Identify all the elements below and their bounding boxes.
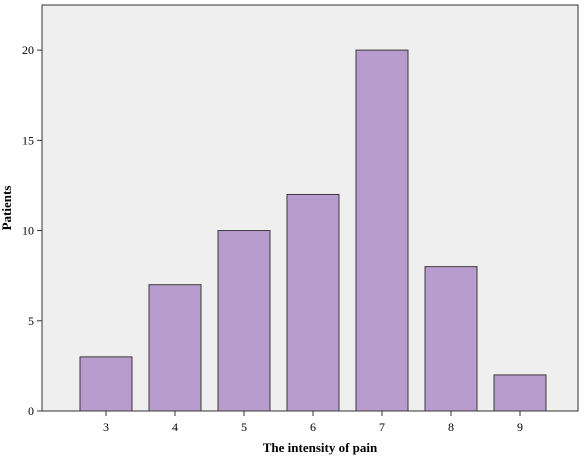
- y-axis-ticks: 0 5 10 15 20: [22, 43, 42, 418]
- bar-3: [79, 356, 133, 412]
- x-tick-label: 8: [448, 420, 454, 434]
- bar-8: [424, 266, 478, 412]
- bar-7: [355, 49, 409, 412]
- x-tick-label: 4: [172, 420, 178, 434]
- x-tick-label: 7: [379, 420, 385, 434]
- bar-4: [148, 284, 202, 412]
- y-tick-label: 20: [22, 43, 34, 57]
- x-tick-label: 9: [517, 420, 523, 434]
- y-tick-label: 5: [28, 314, 34, 328]
- bar-9: [493, 374, 547, 412]
- x-tick-label: 6: [310, 420, 316, 434]
- bar-5: [217, 230, 271, 412]
- x-tick-label: 3: [103, 420, 109, 434]
- y-axis-title: Patients: [0, 186, 14, 231]
- y-tick-label: 15: [22, 133, 34, 147]
- bar-6: [286, 193, 340, 412]
- x-axis-title: The intensity of pain: [263, 440, 378, 455]
- y-tick-label: 0: [28, 404, 34, 418]
- x-tick-label: 5: [241, 420, 247, 434]
- y-tick-label: 10: [22, 224, 34, 238]
- bars-group: [79, 49, 547, 412]
- x-axis-ticks: 3 4 5 6 7 8 9: [103, 411, 523, 434]
